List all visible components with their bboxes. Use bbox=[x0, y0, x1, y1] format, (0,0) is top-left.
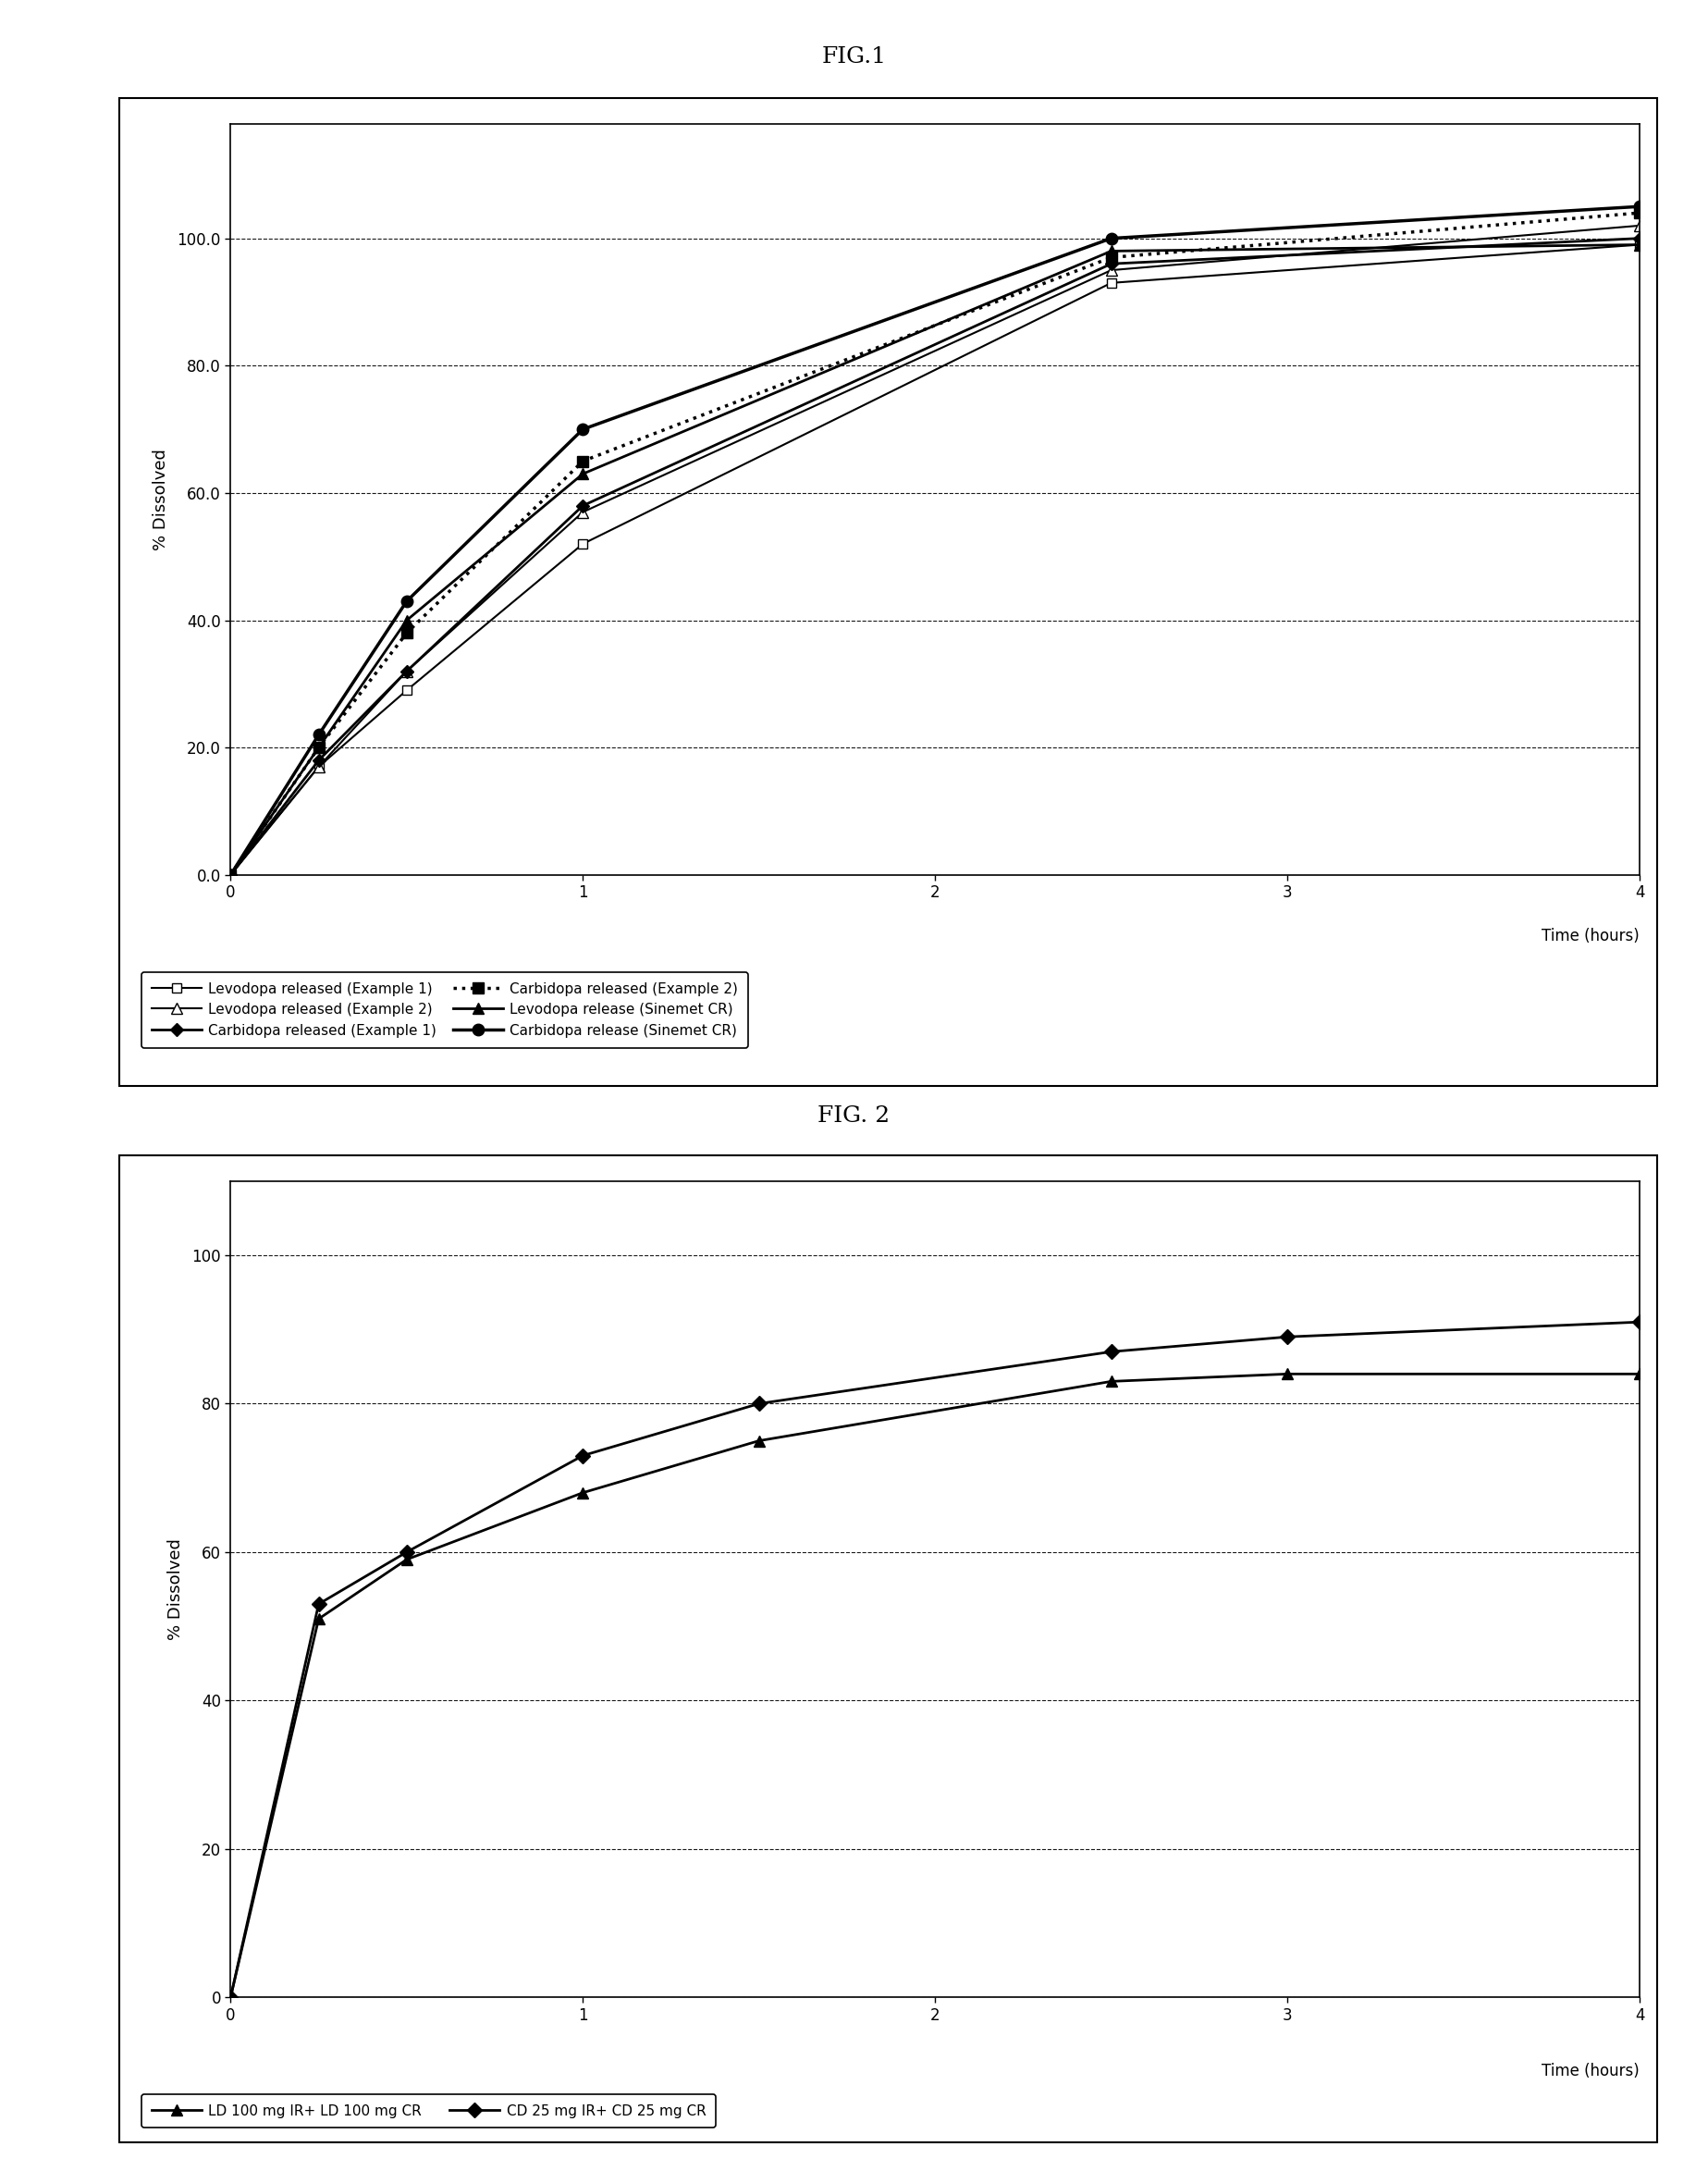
Legend: LD 100 mg IR+ LD 100 mg CR, CD 25 mg IR+ CD 25 mg CR: LD 100 mg IR+ LD 100 mg CR, CD 25 mg IR+… bbox=[142, 2095, 716, 2128]
CD 25 mg IR+ CD 25 mg CR bbox=[396, 1539, 417, 1565]
Line: Carbidopa released (Example 1): Carbidopa released (Example 1) bbox=[225, 234, 1645, 879]
LD 100 mg IR+ LD 100 mg CR bbox=[572, 1481, 593, 1507]
Levodopa released (Example 1) bbox=[1102, 269, 1122, 295]
Carbidopa released (Example 1) bbox=[1102, 252, 1122, 278]
Y-axis label: % Dissolved: % Dissolved bbox=[152, 449, 169, 549]
Text: Time (hours): Time (hours) bbox=[1542, 2062, 1640, 2080]
LD 100 mg IR+ LD 100 mg CR bbox=[220, 1984, 241, 2010]
Line: LD 100 mg IR+ LD 100 mg CR: LD 100 mg IR+ LD 100 mg CR bbox=[225, 1368, 1645, 2004]
Y-axis label: % Dissolved: % Dissolved bbox=[167, 1539, 184, 1639]
Carbidopa released (Example 2) bbox=[396, 621, 417, 647]
Line: Carbidopa release (Sinemet CR): Carbidopa release (Sinemet CR) bbox=[225, 200, 1645, 881]
LD 100 mg IR+ LD 100 mg CR bbox=[396, 1546, 417, 1572]
CD 25 mg IR+ CD 25 mg CR bbox=[748, 1392, 769, 1418]
Carbidopa released (Example 1) bbox=[309, 747, 330, 773]
CD 25 mg IR+ CD 25 mg CR bbox=[309, 1591, 330, 1617]
Levodopa release (Sinemet CR) bbox=[309, 734, 330, 760]
LD 100 mg IR+ LD 100 mg CR bbox=[1278, 1361, 1298, 1387]
Carbidopa released (Example 1) bbox=[1629, 226, 1650, 252]
Text: FIG. 2: FIG. 2 bbox=[818, 1105, 890, 1127]
Levodopa release (Sinemet CR) bbox=[572, 460, 593, 486]
Carbidopa released (Example 2) bbox=[572, 447, 593, 473]
Levodopa released (Example 2) bbox=[396, 658, 417, 684]
Levodopa released (Example 2) bbox=[572, 499, 593, 525]
Levodopa released (Example 1) bbox=[572, 532, 593, 558]
Levodopa release (Sinemet CR) bbox=[1629, 232, 1650, 258]
Levodopa released (Example 1) bbox=[220, 862, 241, 888]
Carbidopa release (Sinemet CR) bbox=[572, 417, 593, 443]
CD 25 mg IR+ CD 25 mg CR bbox=[1102, 1340, 1122, 1366]
Levodopa released (Example 1) bbox=[396, 677, 417, 703]
Carbidopa released (Example 1) bbox=[572, 493, 593, 519]
Carbidopa released (Example 2) bbox=[1629, 200, 1650, 226]
Levodopa released (Example 2) bbox=[220, 862, 241, 888]
LD 100 mg IR+ LD 100 mg CR bbox=[309, 1607, 330, 1633]
Levodopa release (Sinemet CR) bbox=[396, 608, 417, 634]
Text: FIG.1: FIG.1 bbox=[822, 46, 886, 67]
Carbidopa release (Sinemet CR) bbox=[1102, 226, 1122, 252]
LD 100 mg IR+ LD 100 mg CR bbox=[748, 1429, 769, 1455]
Levodopa release (Sinemet CR) bbox=[1102, 239, 1122, 265]
CD 25 mg IR+ CD 25 mg CR bbox=[220, 1984, 241, 2010]
Levodopa release (Sinemet CR) bbox=[220, 862, 241, 888]
Levodopa released (Example 2) bbox=[1102, 256, 1122, 282]
Text: Time (hours): Time (hours) bbox=[1542, 927, 1640, 944]
Legend: Levodopa released (Example 1), Levodopa released (Example 2), Carbidopa released: Levodopa released (Example 1), Levodopa … bbox=[142, 973, 748, 1049]
CD 25 mg IR+ CD 25 mg CR bbox=[1629, 1309, 1650, 1335]
Levodopa released (Example 2) bbox=[309, 753, 330, 779]
Line: CD 25 mg IR+ CD 25 mg CR: CD 25 mg IR+ CD 25 mg CR bbox=[225, 1318, 1645, 2002]
CD 25 mg IR+ CD 25 mg CR bbox=[572, 1442, 593, 1468]
Levodopa released (Example 1) bbox=[309, 753, 330, 779]
Line: Carbidopa released (Example 2): Carbidopa released (Example 2) bbox=[225, 208, 1645, 879]
Line: Levodopa released (Example 2): Levodopa released (Example 2) bbox=[225, 221, 1645, 879]
Carbidopa release (Sinemet CR) bbox=[220, 862, 241, 888]
LD 100 mg IR+ LD 100 mg CR bbox=[1102, 1368, 1122, 1394]
CD 25 mg IR+ CD 25 mg CR bbox=[1278, 1324, 1298, 1350]
LD 100 mg IR+ LD 100 mg CR bbox=[1629, 1361, 1650, 1387]
Carbidopa released (Example 1) bbox=[396, 658, 417, 684]
Line: Levodopa released (Example 1): Levodopa released (Example 1) bbox=[225, 241, 1645, 879]
Carbidopa release (Sinemet CR) bbox=[1629, 193, 1650, 219]
Line: Levodopa release (Sinemet CR): Levodopa release (Sinemet CR) bbox=[225, 239, 1645, 881]
Levodopa released (Example 1) bbox=[1629, 232, 1650, 258]
Carbidopa release (Sinemet CR) bbox=[396, 588, 417, 614]
Carbidopa released (Example 2) bbox=[220, 862, 241, 888]
Carbidopa released (Example 1) bbox=[220, 862, 241, 888]
Carbidopa released (Example 2) bbox=[1102, 245, 1122, 271]
Levodopa released (Example 2) bbox=[1629, 213, 1650, 239]
Carbidopa released (Example 2) bbox=[309, 734, 330, 760]
Carbidopa release (Sinemet CR) bbox=[309, 721, 330, 747]
